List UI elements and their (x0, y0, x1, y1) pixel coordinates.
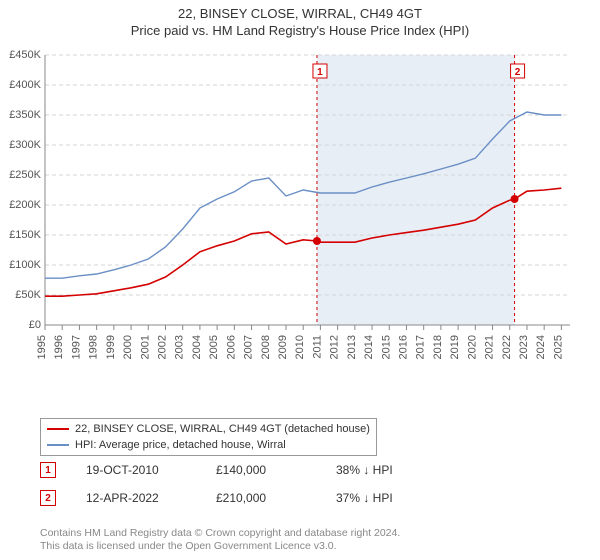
svg-text:1995: 1995 (36, 335, 48, 359)
svg-text:1998: 1998 (88, 335, 100, 359)
title-block: 22, BINSEY CLOSE, WIRRAL, CH49 4GT Price… (0, 0, 600, 38)
svg-text:2018: 2018 (432, 335, 444, 359)
transaction-row-1: 1 19-OCT-2010 £140,000 38% ↓ HPI (40, 462, 456, 478)
svg-text:£450K: £450K (9, 49, 41, 61)
svg-text:2001: 2001 (139, 335, 151, 359)
marker-badge-2: 2 (40, 490, 56, 506)
transaction-price: £140,000 (216, 463, 336, 477)
svg-text:2: 2 (515, 67, 521, 78)
footer-line-1: Contains HM Land Registry data © Crown c… (40, 527, 400, 541)
svg-text:2025: 2025 (552, 335, 564, 359)
svg-text:£50K: £50K (15, 289, 41, 301)
svg-text:2007: 2007 (243, 335, 255, 359)
svg-text:1996: 1996 (53, 335, 65, 359)
chart-container: 22, BINSEY CLOSE, WIRRAL, CH49 4GT Price… (0, 0, 600, 560)
svg-text:2015: 2015 (380, 335, 392, 359)
svg-text:2000: 2000 (122, 335, 134, 359)
svg-text:2011: 2011 (311, 335, 323, 359)
svg-text:2016: 2016 (397, 335, 409, 359)
svg-text:2020: 2020 (466, 335, 478, 359)
transaction-hpi-diff: 38% ↓ HPI (336, 463, 456, 477)
svg-text:2005: 2005 (208, 335, 220, 359)
transaction-hpi-diff: 37% ↓ HPI (336, 491, 456, 505)
svg-text:£150K: £150K (9, 229, 41, 241)
transaction-date: 19-OCT-2010 (86, 463, 216, 477)
svg-text:2010: 2010 (294, 335, 306, 359)
legend-item: 22, BINSEY CLOSE, WIRRAL, CH49 4GT (deta… (47, 421, 370, 437)
svg-text:1997: 1997 (70, 335, 82, 359)
svg-text:2023: 2023 (518, 335, 530, 359)
svg-text:2022: 2022 (501, 335, 513, 359)
svg-text:2017: 2017 (415, 335, 427, 359)
title-address: 22, BINSEY CLOSE, WIRRAL, CH49 4GT (0, 6, 600, 21)
svg-text:2009: 2009 (277, 335, 289, 359)
transaction-row-2: 2 12-APR-2022 £210,000 37% ↓ HPI (40, 490, 456, 506)
svg-text:2002: 2002 (156, 335, 168, 359)
title-subtitle: Price paid vs. HM Land Registry's House … (0, 23, 600, 38)
legend: 22, BINSEY CLOSE, WIRRAL, CH49 4GT (deta… (40, 418, 377, 456)
svg-text:£400K: £400K (9, 79, 41, 91)
svg-text:2013: 2013 (346, 335, 358, 359)
svg-text:2006: 2006 (225, 335, 237, 359)
svg-text:2004: 2004 (191, 335, 203, 359)
price-chart: £0£50K£100K£150K£200K£250K£300K£350K£400… (45, 50, 580, 380)
svg-text:£200K: £200K (9, 199, 41, 211)
marker-badge-1: 1 (40, 462, 56, 478)
legend-label: 22, BINSEY CLOSE, WIRRAL, CH49 4GT (deta… (75, 423, 370, 435)
svg-text:£300K: £300K (9, 139, 41, 151)
transaction-price: £210,000 (216, 491, 336, 505)
svg-text:£100K: £100K (9, 259, 41, 271)
svg-text:2008: 2008 (260, 335, 272, 359)
svg-text:£0: £0 (29, 319, 41, 331)
svg-text:1: 1 (317, 67, 323, 78)
attribution-footer: Contains HM Land Registry data © Crown c… (40, 527, 400, 554)
svg-text:2024: 2024 (535, 335, 547, 359)
legend-label: HPI: Average price, detached house, Wirr… (75, 439, 286, 451)
svg-text:£350K: £350K (9, 109, 41, 121)
legend-item: HPI: Average price, detached house, Wirr… (47, 437, 370, 453)
svg-text:£250K: £250K (9, 169, 41, 181)
legend-swatch (47, 428, 69, 430)
svg-text:2019: 2019 (449, 335, 461, 359)
svg-text:2003: 2003 (174, 335, 186, 359)
svg-text:2021: 2021 (484, 335, 496, 359)
transaction-date: 12-APR-2022 (86, 491, 216, 505)
footer-line-2: This data is licensed under the Open Gov… (40, 540, 400, 554)
legend-swatch (47, 444, 69, 446)
svg-text:2014: 2014 (363, 335, 375, 359)
svg-text:1999: 1999 (105, 335, 117, 359)
svg-text:2012: 2012 (329, 335, 341, 359)
